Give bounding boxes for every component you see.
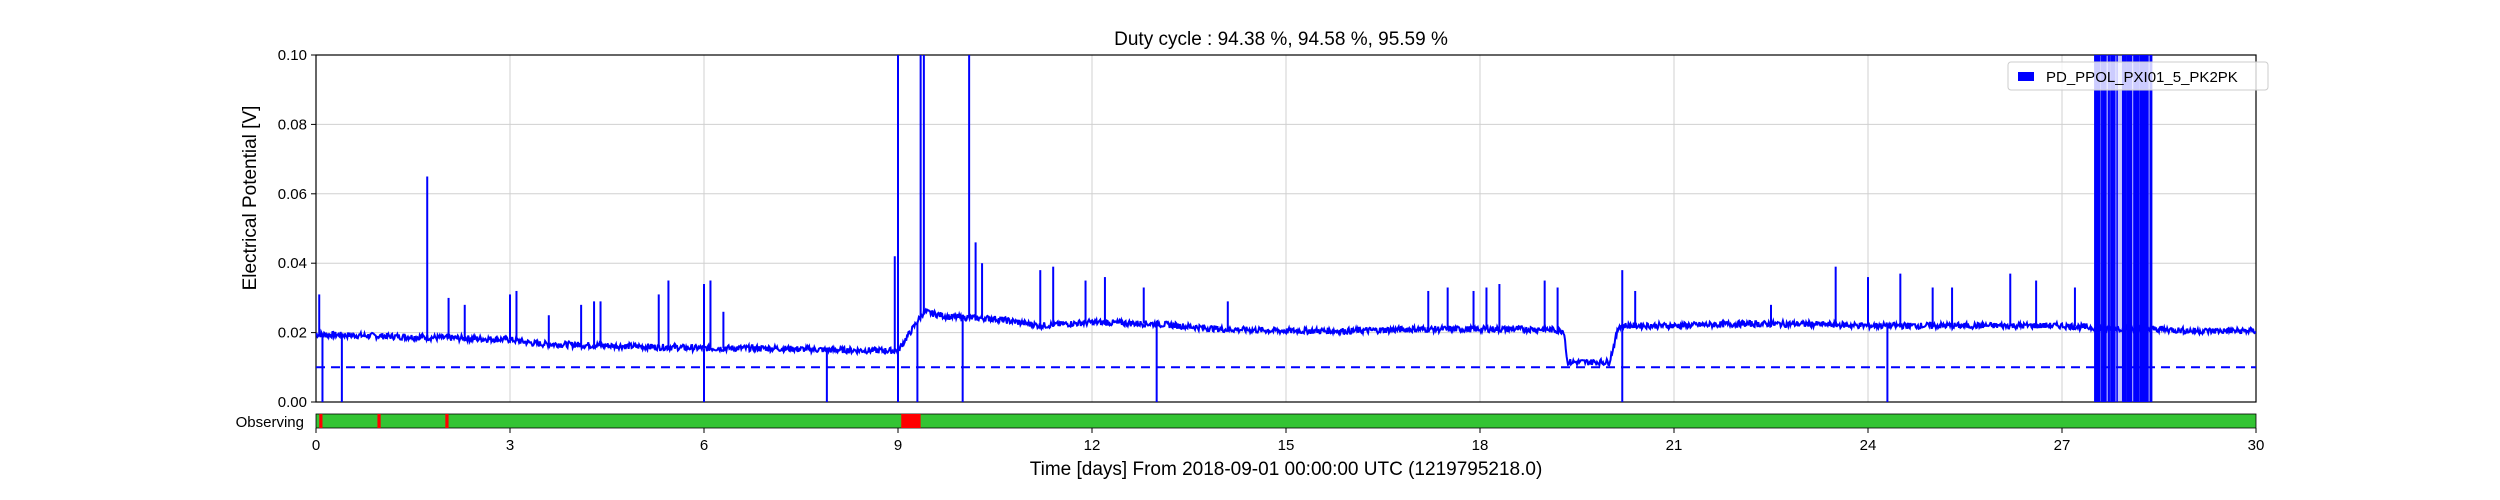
y-tick-label: 0.10	[278, 47, 307, 64]
state-bar-off	[445, 414, 449, 428]
series-group	[316, 55, 2256, 402]
legend-label: PD_PPOL_PXI01_5_PK2PK	[2046, 69, 2238, 86]
state-bar-off	[377, 414, 381, 428]
x-tick-label: 27	[2054, 437, 2071, 454]
x-tick-label: 9	[894, 437, 902, 454]
x-axis-ticks: 0 3 6 9 12 15 18 21 24 27 30	[312, 428, 2265, 454]
plot-border	[315, 54, 2257, 403]
x-tick-label: 15	[1278, 437, 1295, 454]
plot-frame	[315, 54, 2257, 403]
legend: PD_PPOL_PXI01_5_PK2PK	[2007, 61, 2269, 91]
series-lines	[316, 55, 2256, 402]
x-tick-label: 30	[2248, 437, 2265, 454]
state-bar-off	[319, 414, 323, 428]
x-tick-label: 0	[312, 437, 320, 454]
state-bar-on	[315, 413, 2257, 429]
x-tick-label: 24	[1860, 437, 1877, 454]
state-bar-off	[901, 414, 921, 428]
x-tick-label: 3	[506, 437, 514, 454]
y-tick-label: 0.00	[278, 394, 307, 411]
y-axis-label: Electrical Potential [V]	[240, 106, 261, 291]
state-bar-label: Observing	[236, 414, 304, 431]
x-tick-label: 12	[1084, 437, 1101, 454]
y-tick-label: 0.04	[278, 255, 307, 272]
y-tick-label: 0.08	[278, 116, 307, 133]
x-tick-label: 21	[1666, 437, 1683, 454]
legend-box	[2007, 61, 2269, 91]
x-axis-label: Time [days] From 2018-09-01 00:00:00 UTC…	[1030, 459, 1543, 480]
x-tick-label: 6	[700, 437, 708, 454]
y-tick-label: 0.02	[278, 325, 307, 342]
y-tick-label: 0.06	[278, 186, 307, 203]
legend-swatch-icon	[2018, 72, 2034, 81]
x-tick-label: 18	[1472, 437, 1489, 454]
y-axis-ticks: 0.00 0.02 0.04 0.06 0.08 0.10	[278, 47, 316, 411]
state-bar	[315, 413, 2257, 429]
chart-title: Duty cycle : 94.38 %, 94.58 %, 95.59 %	[1114, 29, 1448, 50]
